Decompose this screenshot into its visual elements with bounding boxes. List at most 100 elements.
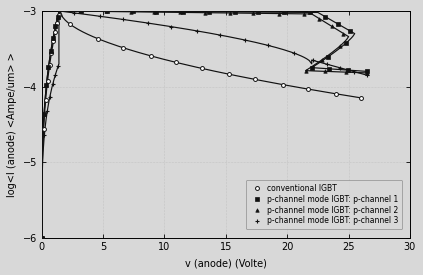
- p-channel mode IGBT: p-channel 2: (26.5, -3.82): p-channel 2: (26.5, -3.82): [365, 71, 370, 75]
- p-channel mode IGBT: p-channel 3: (8.68, -3.16): p-channel 3: (8.68, -3.16): [146, 21, 151, 25]
- p-channel mode IGBT: p-channel 1: (24.2, -3.17): p-channel 1: (24.2, -3.17): [336, 23, 341, 26]
- p-channel mode IGBT: p-channel 3: (0.214, -4.64): p-channel 3: (0.214, -4.64): [42, 133, 47, 137]
- p-channel mode IGBT: p-channel 3: (24.3, -3.75): p-channel 3: (24.3, -3.75): [338, 66, 343, 70]
- p-channel mode IGBT: p-channel 2: (23.7, -3.21): p-channel 2: (23.7, -3.21): [330, 25, 335, 28]
- p-channel mode IGBT: p-channel 3: (22.1, -3.66): p-channel 3: (22.1, -3.66): [310, 59, 316, 62]
- Line: p-channel mode IGBT: p-channel 1: p-channel mode IGBT: p-channel 1: [40, 6, 369, 239]
- Line: p-channel mode IGBT: p-channel 3: p-channel mode IGBT: p-channel 3: [39, 10, 369, 240]
- conventional IGBT: [49, 51, 54, 55]
- p-channel mode IGBT: p-channel 2: (15.4, -3.03): p-channel 2: (15.4, -3.03): [228, 11, 233, 15]
- conventional IGBT: [57, 13, 62, 16]
- p-channel mode IGBT: p-channel 2: (11.2, -3.02): p-channel 2: (11.2, -3.02): [177, 11, 182, 14]
- p-channel mode IGBT: p-channel 1: (23.3, -3.61): p-channel 1: (23.3, -3.61): [325, 55, 330, 59]
- p-channel mode IGBT: p-channel 3: (2.65, -3.03): p-channel 3: (2.65, -3.03): [72, 11, 77, 15]
- p-channel mode IGBT: p-channel 2: (21.5, -3.79): p-channel 2: (21.5, -3.79): [303, 69, 308, 72]
- p-channel mode IGBT: p-channel 1: (23.4, -3.77): p-channel 1: (23.4, -3.77): [327, 67, 332, 70]
- p-channel mode IGBT: p-channel 2: (1.48, -2.96): p-channel 2: (1.48, -2.96): [58, 6, 63, 10]
- p-channel mode IGBT: p-channel 1: (3.2, -3): p-channel 1: (3.2, -3): [78, 9, 83, 13]
- conventional IGBT: [45, 80, 50, 83]
- p-channel mode IGBT: p-channel 2: (5.23, -3.01): p-channel 2: (5.23, -3.01): [103, 10, 108, 13]
- conventional IGBT: [174, 61, 179, 64]
- X-axis label: v (anode) (Volte): v (anode) (Volte): [185, 258, 267, 268]
- p-channel mode IGBT: p-channel 2: (1.12, -3.21): p-channel 2: (1.12, -3.21): [53, 25, 58, 28]
- p-channel mode IGBT: p-channel 3: (4.73, -3.07): p-channel 3: (4.73, -3.07): [97, 15, 102, 18]
- p-channel mode IGBT: p-channel 1: (26.5, -3.8): p-channel 1: (26.5, -3.8): [365, 70, 370, 73]
- p-channel mode IGBT: p-channel 1: (1.29, -3.08): p-channel 1: (1.29, -3.08): [55, 16, 60, 19]
- p-channel mode IGBT: p-channel 1: (0.551, -3.74): p-channel 1: (0.551, -3.74): [46, 65, 51, 69]
- p-channel mode IGBT: p-channel 2: (0.741, -3.53): p-channel 2: (0.741, -3.53): [48, 50, 53, 53]
- Legend: conventional IGBT, p-channel mode IGBT: p-channel 1, p-channel mode IGBT: p-chan: conventional IGBT, p-channel mode IGBT: …: [246, 180, 402, 229]
- p-channel mode IGBT: p-channel 2: (24.6, -3.3): p-channel 2: (24.6, -3.3): [341, 32, 346, 35]
- p-channel mode IGBT: p-channel 1: (1.12, -3.21): p-channel 1: (1.12, -3.21): [53, 25, 58, 28]
- p-channel mode IGBT: p-channel 2: (22.6, -3.1): p-channel 2: (22.6, -3.1): [317, 17, 322, 20]
- conventional IGBT: [53, 30, 58, 34]
- p-channel mode IGBT: p-channel 3: (20.5, -3.56): p-channel 3: (20.5, -3.56): [291, 51, 297, 55]
- conventional IGBT: [96, 37, 101, 40]
- conventional IGBT: [39, 236, 44, 239]
- p-channel mode IGBT: p-channel 1: (24.9, -3.78): p-channel 1: (24.9, -3.78): [346, 68, 351, 72]
- p-channel mode IGBT: p-channel 3: (23.3, -3.71): p-channel 3: (23.3, -3.71): [325, 63, 330, 66]
- p-channel mode IGBT: p-channel 1: (0.38, -3.98): p-channel 1: (0.38, -3.98): [44, 83, 49, 87]
- p-channel mode IGBT: p-channel 2: (13.3, -3.02): p-channel 2: (13.3, -3.02): [203, 11, 208, 14]
- conventional IGBT: [199, 67, 204, 70]
- p-channel mode IGBT: p-channel 1: (5.32, -3): p-channel 1: (5.32, -3): [104, 10, 110, 13]
- p-channel mode IGBT: p-channel 2: (0, -6): p-channel 2: (0, -6): [39, 236, 44, 239]
- p-channel mode IGBT: p-channel 2: (22.8, -3.65): p-channel 2: (22.8, -3.65): [319, 58, 324, 62]
- conventional IGBT: [280, 83, 285, 86]
- p-channel mode IGBT: p-channel 2: (19.3, -3.03): p-channel 2: (19.3, -3.03): [276, 12, 281, 15]
- p-channel mode IGBT: p-channel 1: (24.8, -3.43): p-channel 1: (24.8, -3.43): [343, 42, 348, 45]
- p-channel mode IGBT: p-channel 1: (23.1, -3.08): p-channel 1: (23.1, -3.08): [323, 15, 328, 18]
- p-channel mode IGBT: p-channel 1: (21.9, -3.02): p-channel 1: (21.9, -3.02): [308, 11, 313, 14]
- conventional IGBT: [68, 23, 73, 26]
- p-channel mode IGBT: p-channel 3: (0, -6): p-channel 3: (0, -6): [39, 236, 44, 239]
- p-channel mode IGBT: p-channel 2: (0.19, -4.36): p-channel 2: (0.19, -4.36): [41, 112, 47, 115]
- p-channel mode IGBT: p-channel 1: (9.35, -3.01): p-channel 1: (9.35, -3.01): [154, 10, 159, 13]
- conventional IGBT: [305, 87, 310, 91]
- conventional IGBT: [55, 22, 60, 25]
- p-channel mode IGBT: p-channel 2: (7.3, -3.01): p-channel 2: (7.3, -3.01): [129, 10, 134, 13]
- conventional IGBT: [227, 73, 232, 76]
- p-channel mode IGBT: p-channel 3: (10.6, -3.21): p-channel 3: (10.6, -3.21): [169, 25, 174, 28]
- p-channel mode IGBT: p-channel 1: (15.7, -3.01): p-channel 1: (15.7, -3.01): [232, 10, 237, 14]
- Line: conventional IGBT: conventional IGBT: [40, 13, 363, 240]
- p-channel mode IGBT: p-channel 1: (22, -3.75): p-channel 1: (22, -3.75): [309, 66, 314, 69]
- p-channel mode IGBT: p-channel 3: (6.6, -3.11): p-channel 3: (6.6, -3.11): [120, 18, 125, 21]
- p-channel mode IGBT: p-channel 2: (23.1, -3.8): p-channel 2: (23.1, -3.8): [322, 70, 327, 73]
- Line: p-channel mode IGBT: p-channel 2: p-channel mode IGBT: p-channel 2: [40, 6, 369, 239]
- conventional IGBT: [333, 92, 338, 95]
- p-channel mode IGBT: p-channel 3: (26.5, -3.85): p-channel 3: (26.5, -3.85): [365, 73, 370, 77]
- p-channel mode IGBT: p-channel 2: (9.16, -3.01): p-channel 2: (9.16, -3.01): [151, 10, 157, 14]
- p-channel mode IGBT: p-channel 3: (18.5, -3.46): p-channel 3: (18.5, -3.46): [266, 44, 271, 47]
- conventional IGBT: [51, 40, 56, 43]
- p-channel mode IGBT: p-channel 3: (0.664, -4.13): p-channel 3: (0.664, -4.13): [47, 95, 52, 98]
- conventional IGBT: [41, 127, 46, 130]
- p-channel mode IGBT: p-channel 1: (1.48, -2.96): p-channel 1: (1.48, -2.96): [58, 6, 63, 10]
- p-channel mode IGBT: p-channel 1: (0.741, -3.53): p-channel 1: (0.741, -3.53): [48, 50, 53, 53]
- p-channel mode IGBT: p-channel 2: (0.38, -3.98): p-channel 2: (0.38, -3.98): [44, 83, 49, 87]
- conventional IGBT: [43, 98, 48, 101]
- conventional IGBT: [121, 46, 126, 50]
- p-channel mode IGBT: p-channel 3: (25.5, -3.8): p-channel 3: (25.5, -3.8): [352, 70, 357, 73]
- p-channel mode IGBT: p-channel 1: (13.6, -3.01): p-channel 1: (13.6, -3.01): [206, 10, 211, 13]
- p-channel mode IGBT: p-channel 1: (0, -6): p-channel 1: (0, -6): [39, 236, 44, 239]
- p-channel mode IGBT: p-channel 2: (24.3, -3.47): p-channel 2: (24.3, -3.47): [337, 45, 342, 48]
- p-channel mode IGBT: p-channel 1: (19.7, -3.02): p-channel 1: (19.7, -3.02): [281, 11, 286, 14]
- p-channel mode IGBT: p-channel 3: (0.451, -4.33): p-channel 3: (0.451, -4.33): [45, 109, 50, 113]
- p-channel mode IGBT: p-channel 1: (17.6, -3.02): p-channel 1: (17.6, -3.02): [255, 10, 261, 14]
- p-channel mode IGBT: p-channel 1: (0.19, -4.36): p-channel 1: (0.19, -4.36): [41, 112, 47, 115]
- p-channel mode IGBT: p-channel 3: (12.6, -3.26): p-channel 3: (12.6, -3.26): [194, 29, 199, 32]
- p-channel mode IGBT: p-channel 3: (1.35, -3.72): p-channel 3: (1.35, -3.72): [56, 64, 61, 67]
- p-channel mode IGBT: p-channel 1: (7.44, -3.01): p-channel 1: (7.44, -3.01): [131, 10, 136, 13]
- p-channel mode IGBT: p-channel 1: (25.1, -3.26): p-channel 1: (25.1, -3.26): [347, 29, 352, 32]
- p-channel mode IGBT: p-channel 1: (11.5, -3.01): p-channel 1: (11.5, -3.01): [180, 10, 185, 13]
- p-channel mode IGBT: p-channel 2: (0.93, -3.36): p-channel 2: (0.93, -3.36): [51, 36, 56, 40]
- p-channel mode IGBT: p-channel 3: (16.6, -3.39): p-channel 3: (16.6, -3.39): [243, 39, 248, 42]
- conventional IGBT: [358, 96, 363, 100]
- p-channel mode IGBT: p-channel 2: (0.551, -3.74): p-channel 2: (0.551, -3.74): [46, 65, 51, 69]
- p-channel mode IGBT: p-channel 2: (3.16, -3): p-channel 2: (3.16, -3): [78, 10, 83, 13]
- p-channel mode IGBT: p-channel 2: (1.29, -3.08): p-channel 2: (1.29, -3.08): [55, 16, 60, 19]
- conventional IGBT: [47, 64, 52, 67]
- p-channel mode IGBT: p-channel 2: (24.8, -3.81): p-channel 2: (24.8, -3.81): [343, 70, 349, 74]
- conventional IGBT: [252, 78, 257, 81]
- p-channel mode IGBT: p-channel 3: (1.12, -3.84): p-channel 3: (1.12, -3.84): [53, 73, 58, 76]
